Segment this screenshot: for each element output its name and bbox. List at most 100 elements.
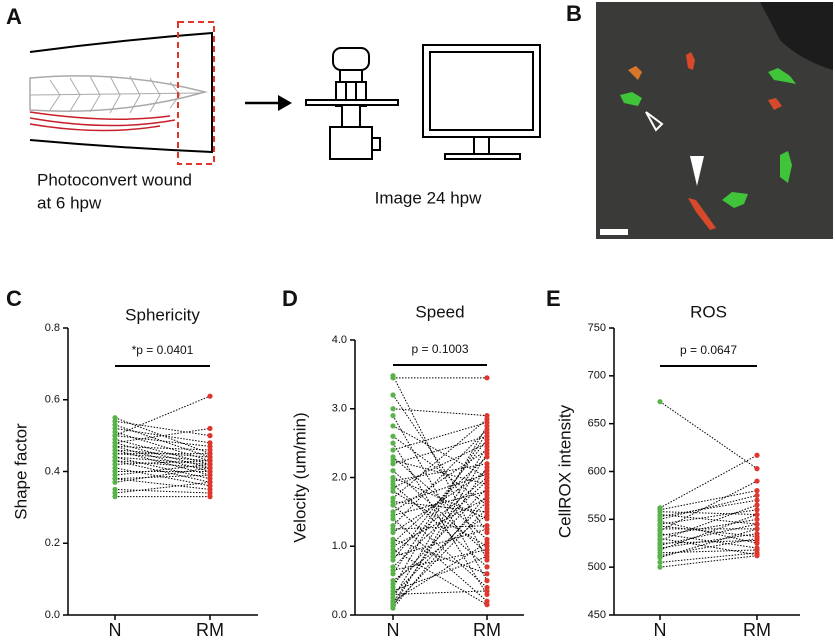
dot [112,443,118,449]
x-tick-label: N [387,620,400,640]
dot [484,416,490,422]
pair-line [659,539,758,544]
pair-line [659,533,758,549]
dot [207,465,213,471]
dot [484,464,490,470]
dot [484,443,490,450]
pair-line [114,445,211,451]
dot [390,423,396,429]
dot [390,605,396,611]
pair-line [392,542,488,602]
pair-line [114,481,211,494]
y-tick-label: 600 [588,465,606,477]
dot [207,486,213,493]
y-axis-label: CellROX intensity [555,404,574,538]
dot [484,547,490,553]
pair-line [392,501,488,595]
y-tick-label: 700 [588,370,606,382]
y-tick-label: 0.0 [45,609,60,621]
dot [207,393,213,399]
pair-line [392,497,488,547]
dot [754,521,760,527]
dot [112,476,118,482]
dot [112,418,118,424]
dot [754,466,760,472]
dot [112,479,118,485]
pair-line [659,490,758,511]
pair-line [114,435,211,447]
dot [484,437,490,443]
dot [112,429,118,435]
dot [390,468,396,474]
y-tick-label: 750 [588,322,606,334]
pair-line [114,449,211,476]
dot [657,564,663,570]
dot [484,578,490,584]
annotation: p = 0.0647 [680,343,737,357]
x-tick-label: N [109,620,122,640]
dot [207,479,213,485]
pair-line [392,442,488,595]
dot [390,516,396,522]
pair-line [392,439,488,561]
x-tick-label: RM [196,620,224,640]
pair-line [659,549,758,554]
pair-line [659,518,758,537]
dot [754,502,760,508]
pair-line [114,460,211,469]
dot [207,450,213,457]
dot [207,472,213,478]
panel-letter: D [282,286,298,311]
monitor-icon [422,44,541,160]
pair-line [392,480,488,568]
y-tick-label: 450 [588,609,606,621]
pair-line [659,494,758,520]
y-tick-label: 0.2 [45,537,60,549]
pair-line [392,549,488,606]
pair-line [392,473,488,506]
panel-letter: C [6,286,22,311]
dot [657,559,663,565]
pair-line [392,432,488,575]
pair-line [392,394,488,533]
dot [207,490,213,496]
dot [484,512,490,518]
dot [754,511,760,518]
dot [112,450,118,457]
dot [484,478,490,484]
pair-line [392,490,488,547]
dot [754,507,760,513]
dot [112,490,118,496]
pair-line [659,552,758,563]
y-tick-label: 4.0 [332,334,347,346]
dot [112,454,118,460]
y-tick-label: 0.8 [45,322,60,334]
dot [112,440,118,446]
pair-line [659,525,758,538]
dot [207,483,213,489]
x-tick-label: RM [473,620,501,640]
dot [112,458,118,464]
dot [112,494,118,500]
annotation: *p = 0.0401 [132,343,194,357]
pair-line [392,446,488,599]
pair-line [114,445,211,472]
annotation: p = 0.1003 [411,342,468,356]
dot [390,413,396,419]
pair-line [114,456,211,480]
dot [207,468,213,475]
dot [112,415,118,421]
pair-line [392,504,488,588]
pair-line [114,449,211,458]
dot [484,492,490,498]
pair-line [392,435,488,506]
pair-line [659,401,758,470]
dot [207,458,213,464]
pair-line [114,442,211,469]
y-tick-label: 0.6 [45,394,60,406]
pair-line [392,418,488,499]
dot [657,399,663,405]
dot [390,447,396,453]
dot [754,535,760,542]
